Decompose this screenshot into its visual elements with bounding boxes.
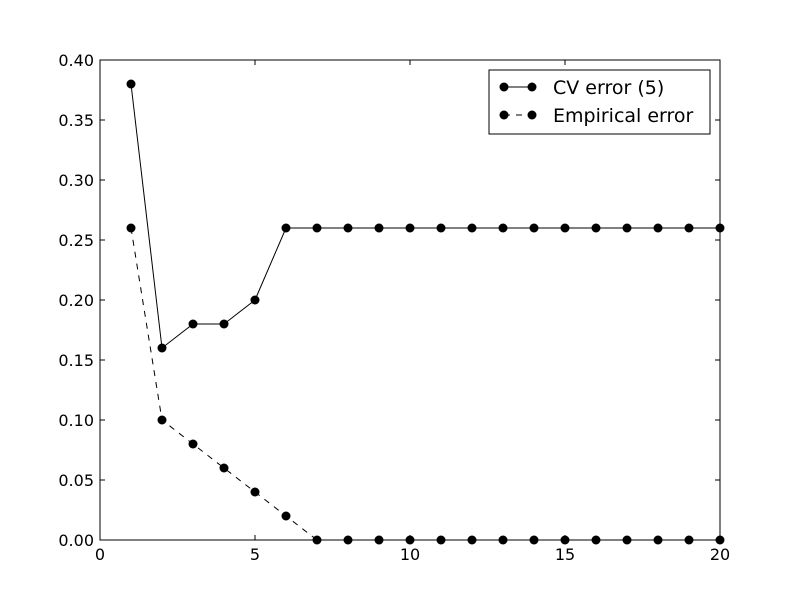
series-layer (126, 79, 725, 545)
y-tick-label: 0.10 (58, 411, 94, 430)
data-point-empirical-error (219, 463, 229, 473)
x-tick-label: 5 (250, 545, 260, 564)
legend: CV error (5) Empirical error (488, 69, 711, 135)
y-tick-label: 0.00 (58, 531, 94, 550)
data-point-cv-error-5 (281, 223, 291, 233)
legend-marker-cv-error-5 (499, 82, 509, 92)
data-point-cv-error-5 (436, 223, 446, 233)
x-tick-label: 15 (555, 545, 575, 564)
y-tick-label: 0.25 (58, 231, 94, 250)
legend-marker-empirical-error (499, 110, 509, 120)
x-tick-label: 10 (400, 545, 420, 564)
data-point-cv-error-5 (560, 223, 570, 233)
legend-label-cv-error-5: CV error (5) (553, 77, 664, 99)
legend-box (488, 69, 711, 135)
y-tick-label: 0.35 (58, 111, 94, 130)
data-point-cv-error-5 (622, 223, 632, 233)
data-point-empirical-error (126, 223, 136, 233)
y-tick-label: 0.05 (58, 471, 94, 490)
data-point-cv-error-5 (312, 223, 322, 233)
data-point-cv-error-5 (250, 295, 260, 305)
legend-marker-empirical-error (527, 110, 537, 120)
data-point-cv-error-5 (498, 223, 508, 233)
series-line-cv-error-5 (130, 83, 720, 349)
ticks-layer: 0 5 10 15 20 0.00 0.05 0.10 0.15 0.20 0.25 0.30 0.35… (58, 51, 730, 564)
data-point-empirical-error (250, 487, 260, 497)
y-tick-label: 0.40 (58, 51, 94, 70)
data-point-cv-error-5 (405, 223, 415, 233)
data-point-empirical-error (281, 511, 291, 521)
y-tick-label: 0.15 (58, 351, 94, 370)
data-point-cv-error-5 (653, 223, 663, 233)
data-point-cv-error-5 (374, 223, 384, 233)
series-line-empirical-error (130, 227, 720, 541)
data-point-cv-error-5 (219, 319, 229, 329)
x-tick-label: 0 (95, 545, 105, 564)
y-tick-label: 0.20 (58, 291, 94, 310)
data-point-cv-error-5 (684, 223, 694, 233)
x-tick-label: 20 (710, 545, 730, 564)
legend-label-empirical-error: Empirical error (553, 105, 694, 127)
data-point-cv-error-5 (126, 79, 136, 89)
legend-marker-cv-error-5 (527, 82, 537, 92)
data-point-cv-error-5 (188, 319, 198, 329)
data-point-cv-error-5 (467, 223, 477, 233)
data-point-empirical-error (188, 439, 198, 449)
data-point-cv-error-5 (591, 223, 601, 233)
data-point-cv-error-5 (343, 223, 353, 233)
data-point-cv-error-5 (157, 343, 167, 353)
y-tick-label: 0.30 (58, 171, 94, 190)
data-point-cv-error-5 (529, 223, 539, 233)
data-point-empirical-error (157, 415, 167, 425)
